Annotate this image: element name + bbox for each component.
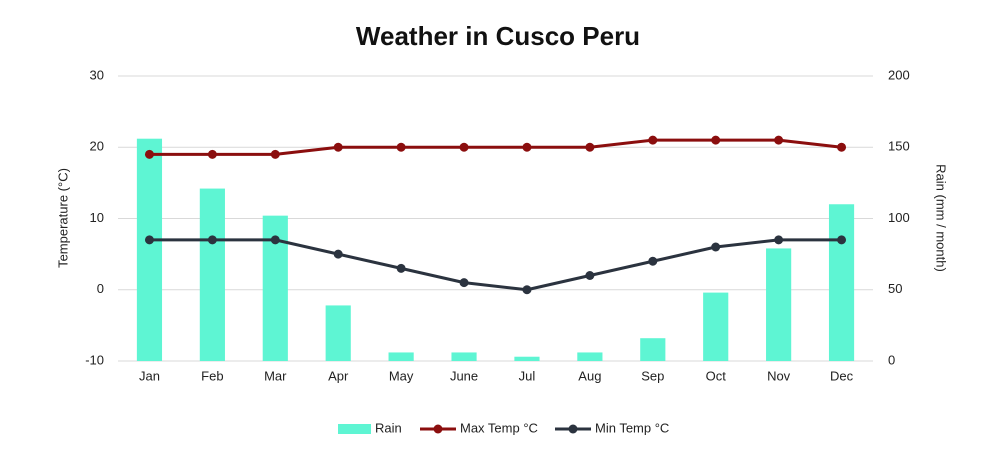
y-tick-label: 30 (90, 67, 104, 82)
x-tick-label: Jul (519, 368, 536, 383)
marker (774, 235, 784, 245)
bar (388, 352, 414, 361)
marker (459, 142, 469, 152)
x-tick-label: June (450, 368, 478, 383)
marker (711, 242, 721, 252)
line (149, 238, 842, 292)
y-tick-label: 0 (97, 281, 104, 296)
marker (837, 235, 847, 245)
y2-tick-label: 50 (888, 281, 902, 296)
marker (522, 142, 532, 152)
marker (459, 278, 469, 288)
marker (270, 149, 280, 159)
y-tick-label: 10 (90, 210, 104, 225)
legend-label: Max Temp °C (460, 420, 538, 435)
marker (144, 149, 154, 159)
marker (711, 135, 721, 145)
x-tick-label: Nov (767, 368, 791, 383)
legend-label: Min Temp °C (595, 420, 669, 435)
marker (396, 142, 406, 152)
marker (333, 249, 343, 259)
x-tick-label: Dec (830, 368, 854, 383)
marker (270, 235, 280, 245)
y2-axis-label: Rain (mm / month) (934, 164, 949, 272)
x-tick-label: Feb (201, 368, 223, 383)
x-tick-label: May (389, 368, 414, 383)
marker (648, 135, 658, 145)
bar (325, 305, 351, 361)
marker (333, 142, 343, 152)
marker (837, 142, 847, 152)
x-tick-label: Mar (264, 368, 287, 383)
x-tick-label: Aug (578, 368, 601, 383)
marker (207, 235, 217, 245)
y2-tick-label: 100 (888, 210, 910, 225)
legend-label: Rain (375, 420, 402, 435)
marker (648, 256, 658, 266)
y-tick-label: 20 (90, 139, 104, 154)
y-tick-label: -10 (85, 352, 104, 367)
legend-marker (568, 424, 578, 434)
line (149, 138, 842, 156)
y2-tick-label: 200 (888, 67, 910, 82)
marker (585, 142, 595, 152)
marker (144, 235, 154, 245)
marker (585, 271, 595, 280)
x-tick-label: Oct (706, 368, 727, 383)
bar (136, 138, 163, 361)
legend-marker (433, 424, 443, 434)
legend-swatch (338, 424, 371, 434)
marker (207, 149, 217, 159)
bar (640, 338, 666, 361)
bar (199, 188, 225, 361)
marker (396, 263, 406, 273)
x-tick-label: Sep (641, 368, 664, 383)
marker (774, 135, 784, 145)
chart-title: Weather in Cusco Peru (356, 21, 640, 51)
x-tick-label: Apr (328, 368, 349, 383)
y2-tick-label: 0 (888, 352, 895, 367)
bar (451, 352, 477, 361)
x-tick-label: Jan (139, 368, 160, 383)
bar (828, 204, 855, 361)
bar (766, 248, 792, 361)
bar (577, 352, 603, 361)
marker (522, 285, 532, 295)
bar (703, 292, 729, 361)
y2-tick-label: 150 (888, 139, 910, 154)
y-axis-label: Temperature (°C) (55, 168, 70, 268)
bar (514, 356, 540, 361)
